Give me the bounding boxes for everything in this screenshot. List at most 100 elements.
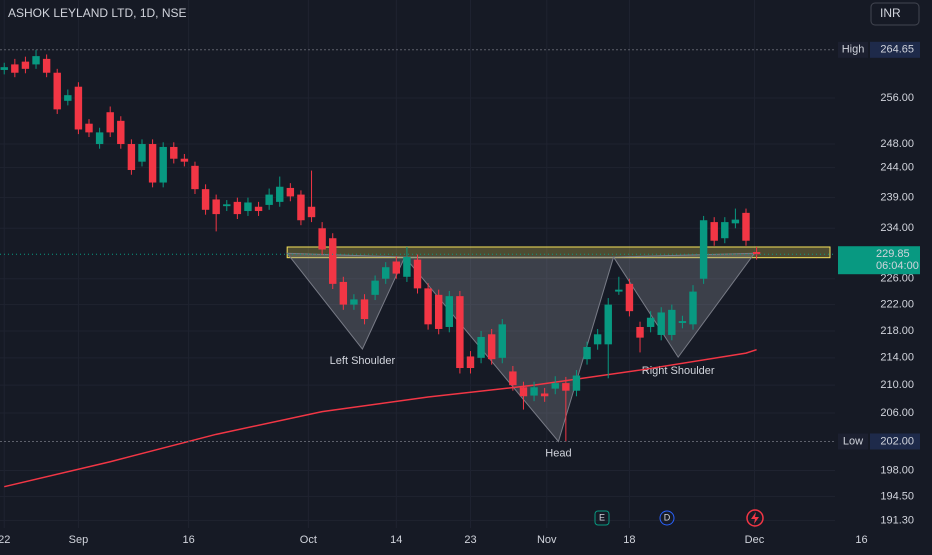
candle-body (339, 281, 348, 305)
candle-body (668, 309, 676, 335)
plot-area: Left Shoulder Head Right Shoulder (0, 49, 835, 488)
candle-body (487, 334, 496, 360)
candle-body (625, 283, 634, 312)
extreme-tag-bg (838, 41, 868, 58)
chart-title: ASHOK LEYLAND LTD, 1D, NSE (8, 6, 187, 20)
candle-body (646, 317, 655, 327)
countdown: 06:04:00 (876, 260, 919, 272)
pattern-label: Right Shoulder (642, 365, 715, 377)
candle-body (223, 204, 231, 207)
candle-body (64, 95, 72, 101)
candle-body (678, 321, 687, 324)
candle-body (752, 252, 761, 255)
candle-body (657, 312, 665, 335)
candle-body (466, 356, 475, 369)
candle-body (85, 123, 93, 133)
candle-body (424, 288, 432, 325)
candle-body (11, 64, 19, 73)
candle-body (42, 58, 51, 73)
x-tick-label: Nov (537, 534, 557, 546)
candle-body (360, 299, 369, 320)
event-badge (594, 510, 610, 526)
candle-body (699, 220, 708, 279)
event-label: E (599, 512, 605, 522)
candle-body (265, 194, 273, 205)
candle-body (572, 375, 581, 391)
candle-body (742, 212, 750, 241)
candle-body (148, 144, 157, 183)
candle-body (456, 296, 464, 369)
last-price-tag (838, 246, 920, 275)
candle-body (721, 222, 729, 239)
extreme-value: 264.65 (880, 44, 914, 56)
candle-body (95, 132, 104, 145)
candle-body (0, 67, 8, 70)
last-price-value: 229.85 (876, 248, 910, 260)
candle-body (180, 158, 189, 162)
extreme-tag-bg (838, 433, 868, 450)
y-tick-label: 244.00 (880, 162, 914, 174)
candle-body (201, 189, 210, 210)
grid (0, 0, 835, 528)
candle-body (318, 228, 326, 250)
x-tick-label: 22 (0, 534, 10, 546)
x-tick-label: 18 (623, 534, 635, 546)
candle-body (477, 336, 485, 358)
candle-body (127, 144, 136, 170)
event-badge (659, 510, 675, 526)
candle-body (117, 120, 125, 145)
candle-body (191, 165, 199, 190)
moving-average (4, 348, 757, 488)
y-tick-label: 248.00 (880, 138, 914, 150)
pattern-label: Head (545, 447, 571, 459)
candle-body (329, 238, 337, 284)
x-tick-label: 23 (464, 534, 476, 546)
candle-body (731, 219, 740, 224)
y-tick-label: 218.00 (880, 325, 914, 337)
candle-body (530, 387, 538, 396)
y-tick-label: 226.00 (880, 273, 914, 285)
candle-body (350, 299, 358, 305)
candle-body (254, 206, 263, 212)
y-tick-label: 214.00 (880, 352, 914, 364)
candle-body (519, 387, 528, 397)
candle-body (297, 194, 305, 221)
x-tick-label: 16 (182, 534, 194, 546)
extreme-tag: High (842, 44, 865, 56)
candle-body (21, 61, 30, 69)
candle-body (604, 304, 612, 345)
candle-body (636, 326, 644, 338)
alert-icon-bolt (751, 512, 759, 524)
candle-body (392, 261, 401, 274)
y-tick-label: 256.00 (880, 92, 914, 104)
x-tick-label: Oct (300, 534, 317, 546)
pattern-triangle (612, 252, 756, 359)
candle-body (233, 201, 242, 215)
candle-body (74, 86, 83, 130)
x-tick-label: Dec (745, 534, 765, 546)
candle-body (382, 267, 390, 279)
currency-label[interactable]: INR (880, 6, 901, 20)
candle-body (53, 72, 61, 110)
extreme-value-bg (870, 41, 920, 58)
y-tick-label: 194.50 (880, 490, 914, 502)
alert-icon-circle (746, 509, 764, 527)
currency-button[interactable] (870, 2, 920, 26)
candle-body (413, 259, 422, 289)
event-label: D (664, 512, 671, 522)
extreme-tag: Low (843, 435, 863, 447)
y-tick-label: 206.00 (880, 407, 914, 419)
candle-body (371, 280, 379, 295)
extreme-value: 202.00 (880, 435, 914, 447)
pattern-label: Left Shoulder (330, 355, 396, 367)
candle-body (540, 393, 549, 397)
y-tick-label: 239.00 (880, 192, 914, 204)
y-tick-label: 198.00 (880, 464, 914, 476)
y-tick-label: 222.00 (880, 299, 914, 311)
candle-body (212, 199, 220, 215)
alert-icon[interactable] (746, 509, 764, 527)
candle-body (244, 202, 252, 212)
y-tick-label: 191.30 (880, 514, 914, 526)
